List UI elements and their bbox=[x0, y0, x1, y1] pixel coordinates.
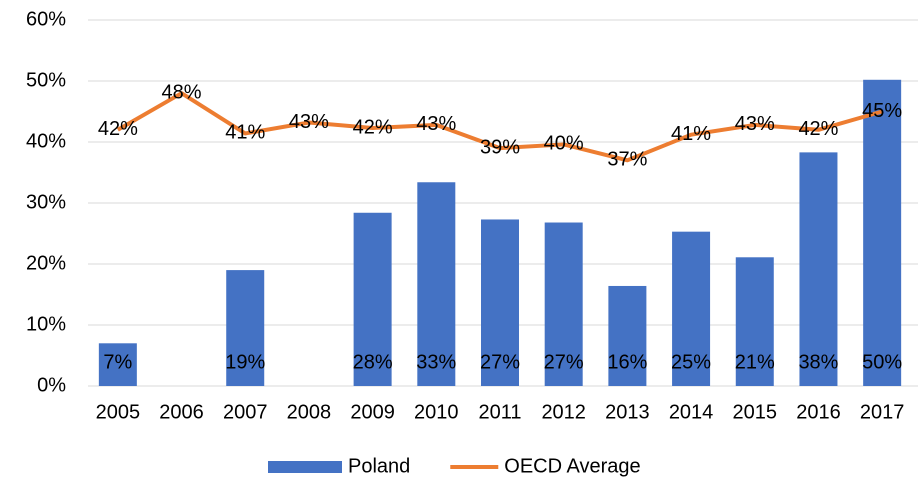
bar bbox=[226, 270, 265, 386]
bar bbox=[608, 285, 647, 386]
x-tick-label: 2012 bbox=[541, 401, 586, 423]
data-label: 42% bbox=[798, 118, 838, 140]
data-label: 40% bbox=[544, 133, 584, 155]
y-tick-label: 30% bbox=[26, 191, 66, 213]
x-tick-label: 2009 bbox=[350, 401, 395, 423]
data-label: 48% bbox=[162, 81, 202, 103]
legend-label: Poland bbox=[348, 455, 410, 477]
y-tick-label: 40% bbox=[26, 130, 66, 152]
x-tick-label: 2015 bbox=[733, 401, 778, 423]
data-label: 43% bbox=[735, 113, 775, 135]
y-tick-label: 20% bbox=[26, 252, 66, 274]
bar bbox=[735, 257, 774, 386]
bar bbox=[672, 231, 711, 386]
data-label: 41% bbox=[225, 122, 265, 144]
data-label: 38% bbox=[798, 351, 838, 373]
data-label: 21% bbox=[735, 351, 775, 373]
line bbox=[116, 91, 883, 163]
x-tick-label: 2007 bbox=[223, 401, 268, 423]
bar bbox=[481, 219, 519, 386]
bar bbox=[799, 152, 838, 386]
x-tick-label: 2013 bbox=[605, 401, 650, 423]
data-label: 45% bbox=[862, 100, 902, 122]
data-label: 42% bbox=[353, 116, 393, 138]
data-label: 19% bbox=[225, 351, 265, 373]
x-tick-label: 2016 bbox=[796, 401, 841, 423]
data-label: 39% bbox=[480, 136, 520, 158]
x-tick-label: 2010 bbox=[414, 401, 459, 423]
data-label: 16% bbox=[607, 351, 647, 373]
y-tick-label: 50% bbox=[26, 69, 66, 91]
x-tick-label: 2011 bbox=[478, 401, 521, 423]
bar bbox=[353, 212, 392, 386]
x-tick-label: 2017 bbox=[860, 401, 905, 423]
data-label: 25% bbox=[671, 351, 711, 373]
bar bbox=[98, 343, 137, 386]
data-label: 33% bbox=[416, 351, 456, 373]
data-label: 41% bbox=[671, 123, 711, 145]
bar bbox=[863, 79, 902, 386]
bar bbox=[544, 222, 583, 386]
bar bbox=[417, 182, 456, 386]
data-label: 27% bbox=[480, 351, 520, 373]
data-label: 43% bbox=[289, 111, 329, 133]
x-tick-label: 2005 bbox=[96, 401, 141, 423]
data-label: 28% bbox=[353, 351, 393, 373]
y-tick-label: 60% bbox=[26, 8, 66, 30]
x-tick-label: 2006 bbox=[159, 401, 204, 423]
data-label: 27% bbox=[544, 351, 584, 373]
data-label: 50% bbox=[862, 351, 902, 373]
data-label: 37% bbox=[607, 149, 647, 171]
data-label: 42% bbox=[98, 118, 138, 140]
legend-label: OECD Average bbox=[504, 455, 640, 477]
data-label: 43% bbox=[416, 113, 456, 135]
y-tick-label: 0% bbox=[37, 374, 66, 396]
x-tick-label: 2014 bbox=[669, 401, 714, 423]
data-label: 7% bbox=[103, 351, 132, 373]
y-tick-label: 10% bbox=[26, 313, 66, 335]
legend-swatch bbox=[268, 461, 342, 473]
x-tick-label: 2008 bbox=[287, 401, 332, 423]
